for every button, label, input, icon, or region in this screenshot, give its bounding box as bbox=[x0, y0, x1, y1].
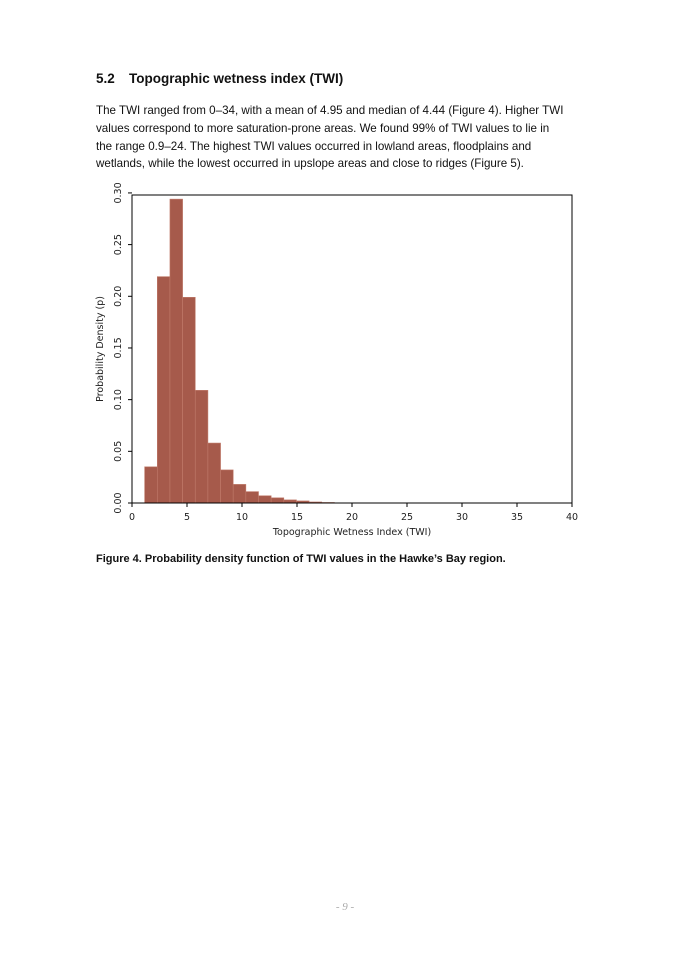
histogram-bar bbox=[270, 497, 285, 504]
x-tick-label: 0 bbox=[129, 512, 135, 523]
y-tick-label: 0.00 bbox=[113, 492, 124, 513]
x-tick-label: 25 bbox=[401, 512, 413, 523]
histogram-bar bbox=[245, 491, 259, 504]
histogram-bar bbox=[194, 390, 209, 504]
histogram-bar bbox=[207, 442, 221, 504]
x-tick-label: 30 bbox=[456, 512, 468, 523]
histogram-bar bbox=[157, 276, 171, 504]
y-tick-label: 0.15 bbox=[113, 337, 124, 358]
chart: 0 5 10 15 20 25 30 35 40 0.00 0.05 0.10 0.15 0.20 0.25… bbox=[95, 182, 578, 538]
figure-caption: Figure 4. Probability density function o… bbox=[96, 553, 506, 565]
paragraph-line: the range 0.9–24. The highest TWI values… bbox=[96, 140, 531, 153]
histogram-bar bbox=[258, 495, 272, 504]
x-tick-label: 20 bbox=[346, 512, 358, 523]
histogram-bar bbox=[144, 466, 158, 504]
x-tick-label: 5 bbox=[184, 512, 190, 523]
paragraph-line: The TWI ranged from 0–34, with a mean of… bbox=[96, 104, 563, 117]
y-tick-label: 0.05 bbox=[113, 441, 124, 462]
paragraph-line: values correspond to more saturation-pro… bbox=[96, 122, 549, 135]
y-tick-label: 0.30 bbox=[113, 182, 124, 203]
y-axis-label: Probability Density (p) bbox=[95, 296, 106, 402]
histogram-bar bbox=[220, 469, 234, 504]
x-tick-label: 35 bbox=[511, 512, 523, 523]
x-tick-label: 15 bbox=[291, 512, 303, 523]
page-number: - 9 - bbox=[336, 901, 355, 913]
section-title: Topographic wetness index (TWI) bbox=[129, 71, 343, 86]
y-tick-label: 0.25 bbox=[113, 234, 124, 255]
y-tick-label: 0.10 bbox=[113, 389, 124, 410]
histogram-bar bbox=[169, 198, 183, 504]
section-number: 5.2 bbox=[96, 71, 115, 86]
x-tick-label: 40 bbox=[566, 512, 578, 523]
histogram-bar bbox=[182, 297, 196, 504]
y-tick-label: 0.20 bbox=[113, 286, 124, 307]
x-axis-label: Topographic Wetness Index (TWI) bbox=[272, 527, 431, 538]
histogram-bar bbox=[232, 484, 247, 504]
paragraph-line: wetlands, while the lowest occurred in u… bbox=[95, 157, 524, 170]
x-tick-label: 10 bbox=[236, 512, 248, 523]
